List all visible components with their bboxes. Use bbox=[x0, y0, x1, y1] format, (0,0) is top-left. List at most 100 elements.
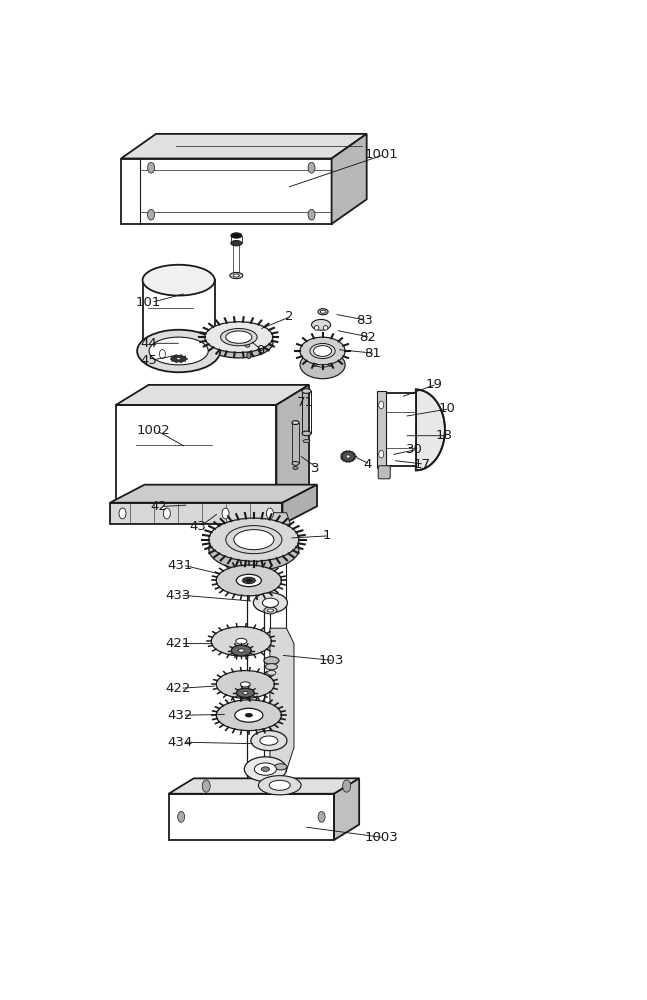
Ellipse shape bbox=[264, 657, 279, 664]
Text: 433: 433 bbox=[165, 589, 190, 602]
Polygon shape bbox=[169, 778, 359, 794]
Ellipse shape bbox=[318, 309, 328, 315]
Ellipse shape bbox=[258, 776, 301, 795]
Ellipse shape bbox=[312, 319, 331, 330]
Ellipse shape bbox=[267, 609, 274, 612]
Text: 1002: 1002 bbox=[137, 424, 170, 437]
Ellipse shape bbox=[314, 326, 319, 330]
Text: 10: 10 bbox=[439, 402, 455, 415]
Circle shape bbox=[318, 811, 325, 822]
Ellipse shape bbox=[254, 763, 276, 775]
Ellipse shape bbox=[235, 708, 263, 722]
Ellipse shape bbox=[236, 574, 261, 587]
Ellipse shape bbox=[234, 530, 274, 550]
Text: 103: 103 bbox=[319, 654, 344, 667]
Ellipse shape bbox=[245, 713, 252, 717]
Circle shape bbox=[343, 780, 351, 792]
Text: 432: 432 bbox=[168, 709, 193, 722]
Ellipse shape bbox=[302, 431, 311, 436]
Polygon shape bbox=[270, 628, 294, 771]
Circle shape bbox=[203, 780, 210, 792]
Polygon shape bbox=[110, 485, 317, 503]
Ellipse shape bbox=[177, 358, 181, 360]
Ellipse shape bbox=[234, 274, 239, 277]
Polygon shape bbox=[116, 405, 276, 505]
Ellipse shape bbox=[341, 451, 355, 462]
Ellipse shape bbox=[246, 714, 252, 717]
Ellipse shape bbox=[324, 326, 328, 330]
Polygon shape bbox=[269, 513, 291, 524]
Ellipse shape bbox=[300, 337, 345, 365]
Ellipse shape bbox=[142, 336, 215, 366]
Ellipse shape bbox=[313, 363, 317, 366]
Circle shape bbox=[148, 162, 155, 173]
Circle shape bbox=[267, 508, 274, 519]
Ellipse shape bbox=[226, 526, 282, 554]
Text: 42: 42 bbox=[150, 500, 167, 513]
Ellipse shape bbox=[216, 565, 281, 596]
Text: 2: 2 bbox=[285, 310, 293, 323]
Text: 1003: 1003 bbox=[365, 831, 399, 844]
Text: 1001: 1001 bbox=[365, 148, 399, 161]
Ellipse shape bbox=[346, 455, 350, 458]
Ellipse shape bbox=[236, 638, 247, 644]
Circle shape bbox=[148, 209, 155, 220]
Ellipse shape bbox=[241, 682, 250, 687]
Text: 9: 9 bbox=[256, 344, 265, 358]
Ellipse shape bbox=[245, 757, 287, 781]
Text: 82: 82 bbox=[359, 331, 376, 344]
Polygon shape bbox=[334, 778, 359, 840]
Ellipse shape bbox=[261, 767, 269, 771]
Ellipse shape bbox=[209, 518, 299, 561]
Circle shape bbox=[308, 209, 315, 220]
Text: 81: 81 bbox=[364, 347, 381, 360]
Text: 422: 422 bbox=[165, 682, 190, 695]
Polygon shape bbox=[416, 389, 445, 470]
Ellipse shape bbox=[303, 440, 310, 443]
Text: 421: 421 bbox=[165, 637, 190, 650]
Ellipse shape bbox=[251, 731, 287, 751]
Ellipse shape bbox=[232, 645, 251, 656]
Text: 434: 434 bbox=[168, 736, 193, 749]
Polygon shape bbox=[283, 485, 317, 524]
Polygon shape bbox=[110, 503, 283, 524]
Ellipse shape bbox=[265, 664, 278, 670]
Ellipse shape bbox=[310, 343, 335, 359]
Ellipse shape bbox=[328, 363, 332, 366]
Ellipse shape bbox=[267, 671, 276, 675]
Circle shape bbox=[378, 450, 384, 458]
Polygon shape bbox=[121, 158, 332, 224]
Ellipse shape bbox=[292, 461, 299, 465]
Text: 30: 30 bbox=[406, 443, 422, 456]
Ellipse shape bbox=[231, 233, 242, 238]
FancyBboxPatch shape bbox=[378, 466, 390, 479]
Polygon shape bbox=[169, 794, 334, 840]
Ellipse shape bbox=[303, 355, 342, 372]
Polygon shape bbox=[276, 385, 309, 505]
Polygon shape bbox=[116, 385, 309, 405]
Text: 1: 1 bbox=[322, 529, 331, 542]
Text: 45: 45 bbox=[140, 354, 157, 367]
Circle shape bbox=[164, 508, 170, 519]
Ellipse shape bbox=[204, 322, 273, 353]
Ellipse shape bbox=[216, 700, 281, 731]
Ellipse shape bbox=[230, 272, 243, 279]
Text: 71: 71 bbox=[297, 396, 314, 409]
Text: 19: 19 bbox=[426, 378, 443, 391]
Ellipse shape bbox=[204, 327, 273, 358]
Ellipse shape bbox=[292, 421, 299, 425]
Ellipse shape bbox=[300, 351, 345, 379]
Text: 44: 44 bbox=[140, 337, 157, 350]
Text: 101: 101 bbox=[136, 296, 161, 309]
Ellipse shape bbox=[149, 337, 208, 365]
Circle shape bbox=[222, 508, 229, 519]
Ellipse shape bbox=[263, 598, 278, 607]
Ellipse shape bbox=[315, 359, 330, 367]
Ellipse shape bbox=[238, 649, 245, 652]
Circle shape bbox=[308, 162, 315, 173]
Ellipse shape bbox=[254, 593, 287, 613]
Polygon shape bbox=[142, 280, 215, 351]
Ellipse shape bbox=[236, 688, 254, 698]
Text: 4: 4 bbox=[364, 458, 372, 471]
Ellipse shape bbox=[246, 579, 252, 582]
